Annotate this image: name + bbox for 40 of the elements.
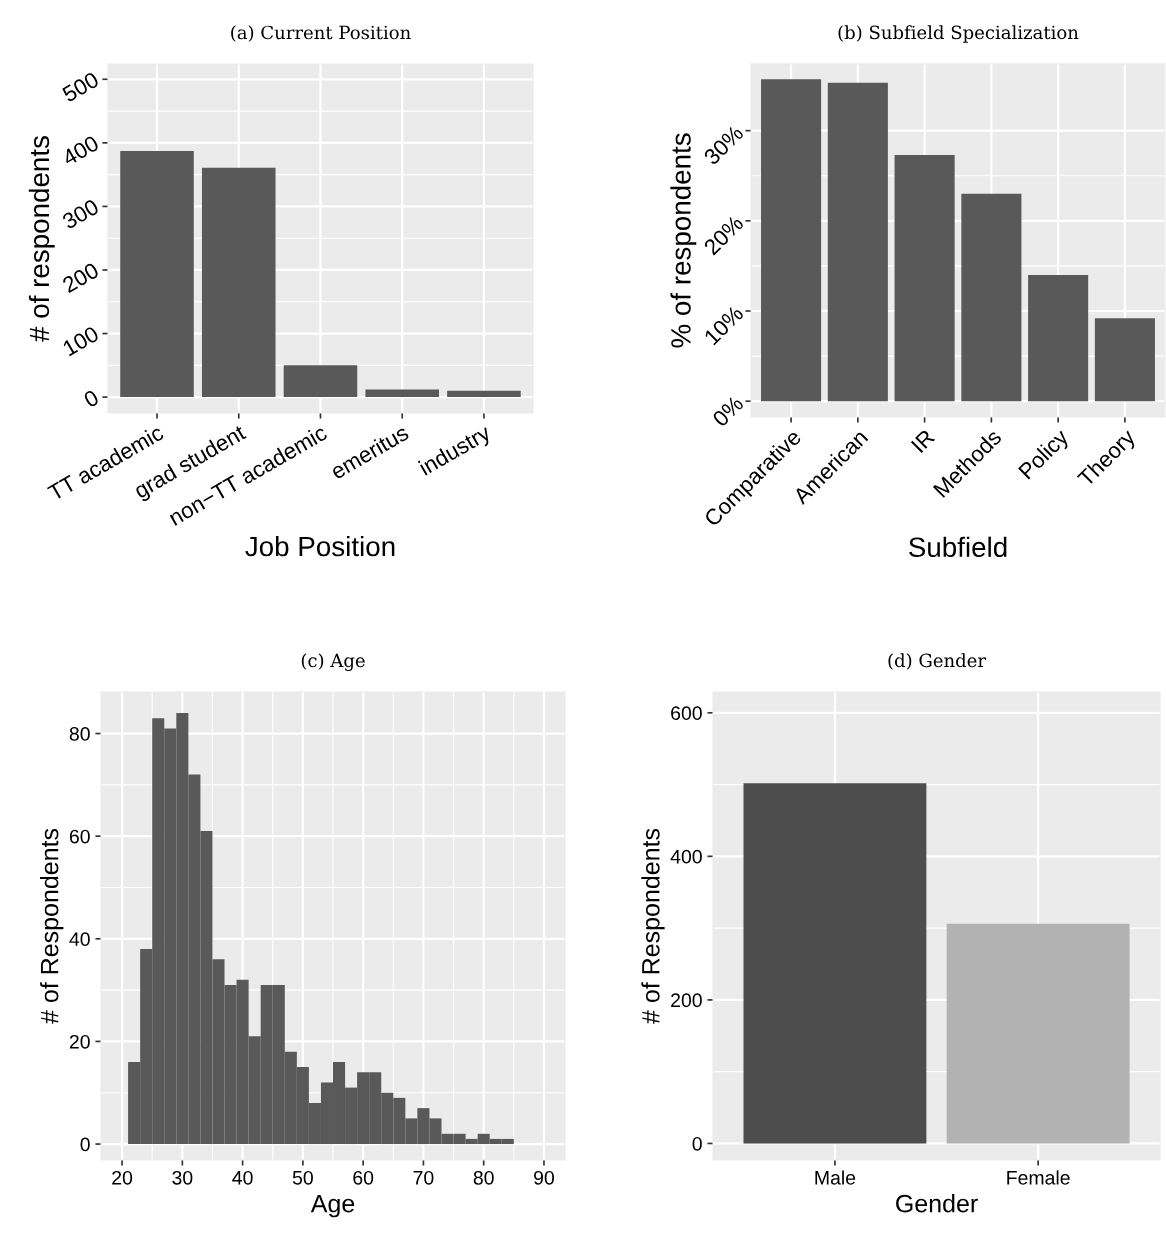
chart-title: (a) Current Position: [231, 25, 411, 42]
y-axis-title: # of respondents: [28, 136, 55, 342]
y-axis-title: # of Respondents: [40, 828, 64, 1024]
y-tick-label: 600: [671, 706, 702, 721]
y-tick-label: 60: [69, 829, 90, 844]
x-tick-label: 40: [232, 1170, 253, 1185]
y-tick-label: 200: [671, 993, 702, 1008]
y-tick-label: 20: [69, 1034, 90, 1049]
chart-title: (d) Gender: [888, 653, 987, 670]
x-tick-label: 70: [413, 1170, 434, 1185]
x-tick-label: Female: [1007, 1170, 1070, 1185]
y-tick-label: 200: [61, 261, 100, 294]
y-tick-label: 0: [80, 1137, 90, 1152]
y-tick-label: 80: [69, 727, 90, 741]
y-tick-label: 40: [69, 932, 90, 947]
x-tick-label: 30: [172, 1170, 193, 1185]
x-axis-title: Subfield: [909, 536, 1007, 558]
y-tick-label: 300: [61, 198, 100, 230]
chart-title: (c) Age: [301, 653, 365, 671]
y-tick-label: 0: [692, 1136, 702, 1151]
chart-title: (b) Subfield Specialization: [838, 25, 1079, 43]
x-tick-label: 20: [112, 1170, 133, 1185]
y-tick-label: 0: [82, 389, 100, 409]
y-tick-label: 500: [61, 71, 100, 103]
y-axis-title: # of Respondents: [641, 828, 665, 1024]
y-tick-label: 100: [62, 325, 100, 357]
y-tick-label: 400: [61, 134, 100, 167]
x-axis-title: Gender: [896, 1194, 978, 1213]
x-tick-label: Male: [815, 1170, 856, 1185]
x-tick-label: 90: [534, 1170, 554, 1185]
x-tick-label: 60: [353, 1170, 374, 1185]
x-axis-title: Job Position: [245, 535, 395, 557]
y-tick-label: 0%: [711, 394, 745, 428]
y-tick-label: 30%: [702, 124, 745, 166]
x-tick-label: 80: [473, 1170, 494, 1185]
y-tick-label: 400: [670, 849, 702, 864]
x-axis-title: Age: [310, 1194, 355, 1218]
x-tick-label: IR: [910, 428, 936, 454]
y-axis-title: % of respondents: [670, 133, 697, 348]
x-tick-label: 50: [292, 1170, 313, 1185]
